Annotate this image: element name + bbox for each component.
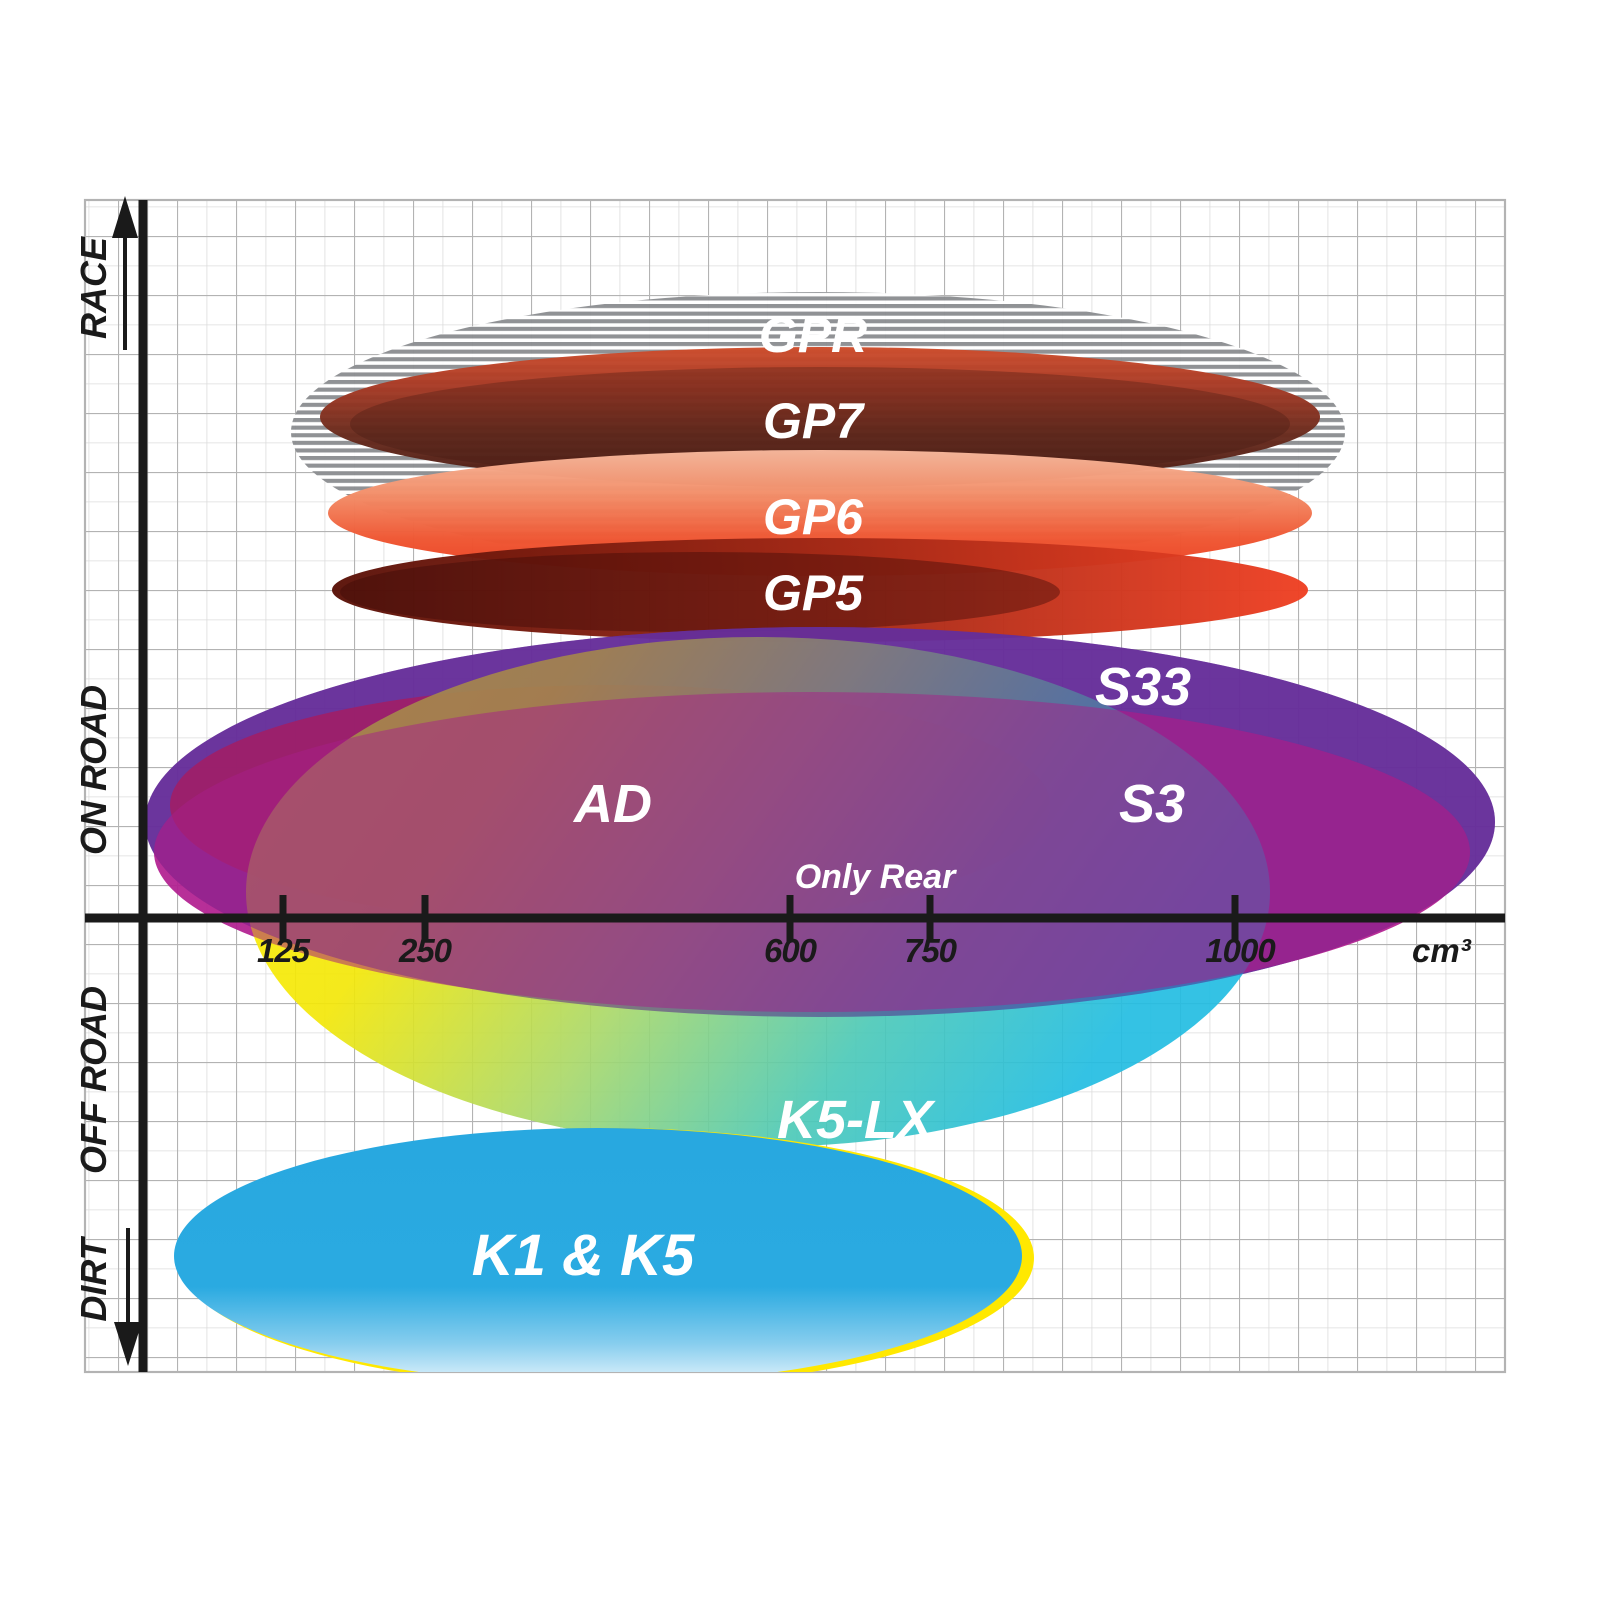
region-label-s3: S3 xyxy=(1119,774,1185,834)
tick-label-600: 600 xyxy=(764,932,818,969)
tick-label-750: 750 xyxy=(904,932,958,969)
x-axis-tick-labels: 125 250 600 750 1000 cm³ xyxy=(257,932,1472,969)
region-label-gpr: GPR xyxy=(759,307,867,363)
tick-label-125: 125 xyxy=(257,932,311,969)
region-k1k5 xyxy=(174,1128,1034,1372)
category-label-dirt: DIRT xyxy=(73,1235,114,1321)
region-labels: GPR GP7 GP6 GP5 S33 S3 AD Only Rear K5-L… xyxy=(472,307,1191,1288)
region-label-k1k5: K1 & K5 xyxy=(472,1223,695,1288)
region-label-only-rear: Only Rear xyxy=(795,858,957,896)
region-label-gp6: GP6 xyxy=(763,489,864,545)
y-axis-category-labels: RACE ON ROAD OFF ROAD DIRT xyxy=(73,236,114,1322)
x-axis-unit-label: cm³ xyxy=(1412,932,1472,969)
axes xyxy=(85,200,1505,1372)
tick-label-250: 250 xyxy=(398,932,453,969)
region-gp7 xyxy=(320,347,1320,487)
dirt-arrow xyxy=(114,1228,142,1366)
region-label-k5lx: K5-LX xyxy=(777,1090,936,1150)
region-label-s33: S33 xyxy=(1095,657,1191,717)
race-arrow xyxy=(112,196,138,350)
region-label-ad: AD xyxy=(572,774,652,834)
x-axis-ticks xyxy=(279,895,1239,942)
region-gp5 xyxy=(332,538,1308,642)
region-gp6 xyxy=(328,450,1312,576)
region-label-gp7: GP7 xyxy=(763,393,865,449)
category-label-race: RACE xyxy=(73,236,114,339)
region-label-gp5: GP5 xyxy=(763,565,864,621)
category-label-off-road: OFF ROAD xyxy=(73,986,114,1174)
region-s33-overlay xyxy=(145,627,1495,1017)
category-label-on-road: ON ROAD xyxy=(73,685,114,855)
tick-label-1000: 1000 xyxy=(1205,932,1276,969)
